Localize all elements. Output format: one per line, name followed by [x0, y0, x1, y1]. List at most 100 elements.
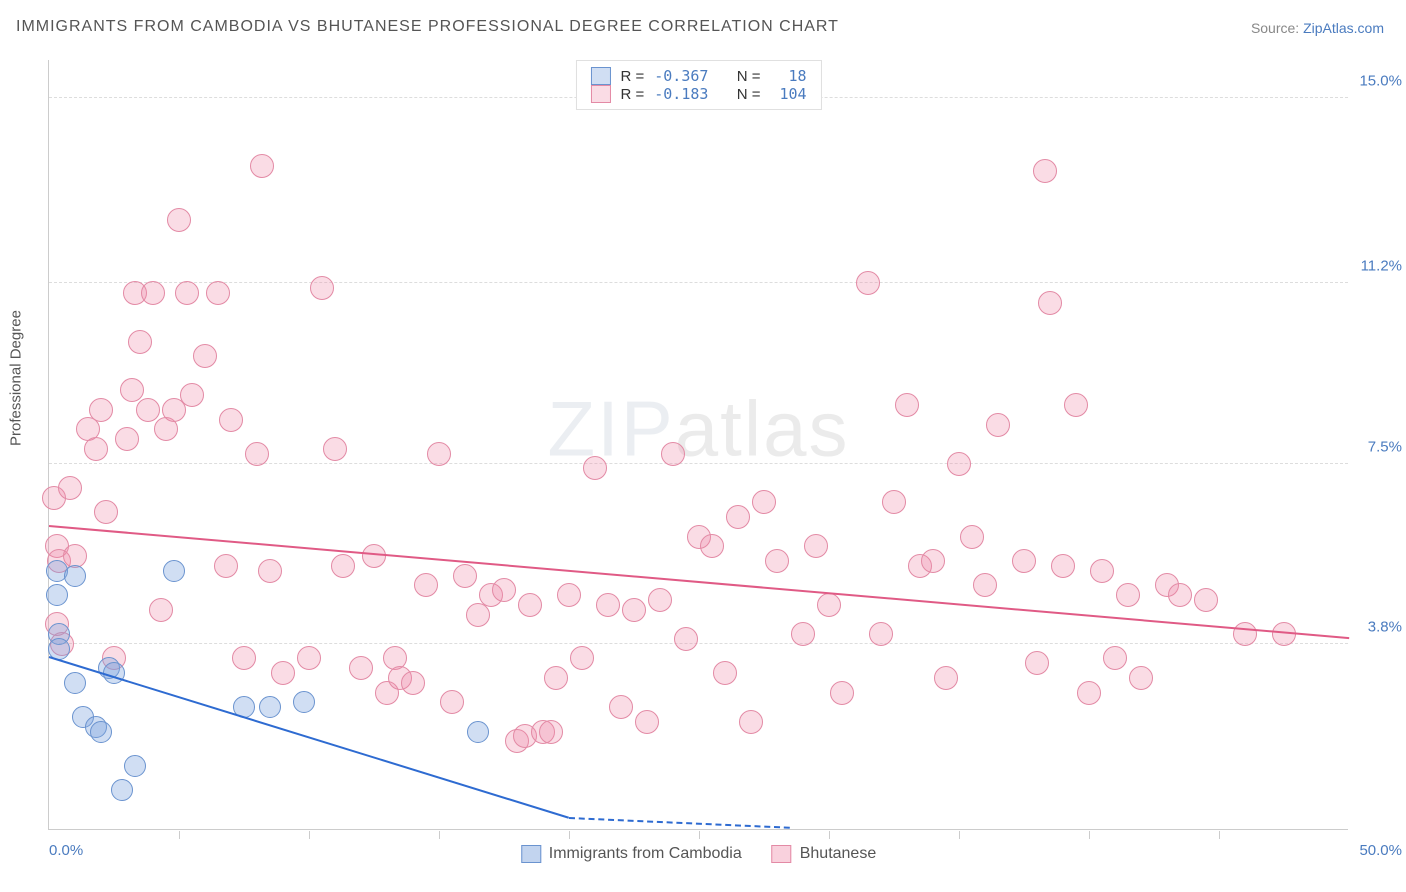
- swatch-cambodia: [590, 67, 610, 85]
- x-axis-origin-label: 0.0%: [49, 842, 83, 859]
- data-point-bhutanese: [193, 344, 217, 368]
- data-point-bhutanese: [1116, 583, 1140, 607]
- data-point-bhutanese: [544, 666, 568, 690]
- data-point-bhutanese: [895, 393, 919, 417]
- data-point-bhutanese: [539, 720, 563, 744]
- watermark-atlas: atlas: [675, 385, 850, 473]
- data-point-bhutanese: [609, 695, 633, 719]
- data-point-bhutanese: [1129, 666, 1153, 690]
- data-point-bhutanese: [986, 413, 1010, 437]
- data-point-bhutanese: [414, 573, 438, 597]
- y-axis-label: Professional Degree: [8, 310, 25, 446]
- data-point-bhutanese: [214, 554, 238, 578]
- data-point-cambodia: [90, 721, 112, 743]
- source-prefix: Source:: [1251, 20, 1303, 36]
- data-point-bhutanese: [310, 276, 334, 300]
- x-tick: [439, 831, 440, 839]
- data-point-bhutanese: [136, 398, 160, 422]
- data-point-bhutanese: [128, 330, 152, 354]
- n-label: N =: [737, 86, 761, 103]
- data-point-bhutanese: [856, 271, 880, 295]
- data-point-bhutanese: [726, 505, 750, 529]
- y-tick-label: 11.2%: [1361, 258, 1402, 275]
- data-point-bhutanese: [570, 646, 594, 670]
- data-point-bhutanese: [167, 208, 191, 232]
- data-point-bhutanese: [1103, 646, 1127, 670]
- data-point-bhutanese: [323, 437, 347, 461]
- data-point-bhutanese: [934, 666, 958, 690]
- n-value-bhutanese: 104: [771, 85, 807, 103]
- data-point-bhutanese: [271, 661, 295, 685]
- data-point-bhutanese: [492, 578, 516, 602]
- legend-row-bhutanese: R = -0.183 N = 104: [590, 85, 806, 103]
- chart-title: IMMIGRANTS FROM CAMBODIA VS BHUTANESE PR…: [16, 18, 839, 36]
- r-label: R =: [620, 86, 644, 103]
- data-point-bhutanese: [1168, 583, 1192, 607]
- x-tick: [829, 831, 830, 839]
- data-point-bhutanese: [739, 710, 763, 734]
- data-point-bhutanese: [1012, 549, 1036, 573]
- data-point-bhutanese: [700, 534, 724, 558]
- data-point-bhutanese: [583, 456, 607, 480]
- data-point-bhutanese: [349, 656, 373, 680]
- x-tick: [1219, 831, 1220, 839]
- swatch-cambodia: [521, 845, 541, 863]
- legend-item-bhutanese: Bhutanese: [772, 845, 877, 863]
- data-point-bhutanese: [206, 281, 230, 305]
- gridline: [49, 463, 1348, 464]
- data-point-bhutanese: [648, 588, 672, 612]
- data-point-bhutanese: [960, 525, 984, 549]
- data-point-bhutanese: [175, 281, 199, 305]
- data-point-bhutanese: [1233, 622, 1257, 646]
- legend-label-bhutanese: Bhutanese: [800, 845, 877, 863]
- legend-item-cambodia: Immigrants from Cambodia: [521, 845, 742, 863]
- data-point-bhutanese: [869, 622, 893, 646]
- data-point-cambodia: [124, 755, 146, 777]
- data-point-bhutanese: [58, 476, 82, 500]
- data-point-bhutanese: [453, 564, 477, 588]
- data-point-bhutanese: [427, 442, 451, 466]
- data-point-bhutanese: [1090, 559, 1114, 583]
- x-tick: [1089, 831, 1090, 839]
- watermark-zip: ZIP: [547, 385, 674, 473]
- data-point-cambodia: [64, 565, 86, 587]
- data-point-bhutanese: [622, 598, 646, 622]
- data-point-bhutanese: [661, 442, 685, 466]
- data-point-bhutanese: [89, 398, 113, 422]
- data-point-bhutanese: [1064, 393, 1088, 417]
- data-point-bhutanese: [149, 598, 173, 622]
- n-label: N =: [737, 68, 761, 85]
- gridline: [49, 643, 1348, 644]
- data-point-bhutanese: [921, 549, 945, 573]
- data-point-bhutanese: [180, 383, 204, 407]
- data-point-bhutanese: [232, 646, 256, 670]
- series-legend: Immigrants from Cambodia Bhutanese: [521, 845, 876, 863]
- data-point-cambodia: [46, 584, 68, 606]
- swatch-bhutanese: [590, 85, 610, 103]
- source-link[interactable]: ZipAtlas.com: [1303, 20, 1384, 36]
- data-point-bhutanese: [94, 500, 118, 524]
- data-point-bhutanese: [297, 646, 321, 670]
- data-point-bhutanese: [245, 442, 269, 466]
- data-point-bhutanese: [830, 681, 854, 705]
- n-value-cambodia: 18: [771, 67, 807, 85]
- data-point-bhutanese: [1025, 651, 1049, 675]
- data-point-bhutanese: [1077, 681, 1101, 705]
- data-point-bhutanese: [791, 622, 815, 646]
- x-tick: [309, 831, 310, 839]
- gridline: [49, 282, 1348, 283]
- data-point-bhutanese: [331, 554, 355, 578]
- y-tick-label: 7.5%: [1368, 438, 1402, 455]
- data-point-bhutanese: [1051, 554, 1075, 578]
- data-point-bhutanese: [258, 559, 282, 583]
- r-label: R =: [620, 68, 644, 85]
- data-point-bhutanese: [250, 154, 274, 178]
- data-point-bhutanese: [674, 627, 698, 651]
- r-value-cambodia: -0.367: [654, 67, 708, 85]
- data-point-bhutanese: [947, 452, 971, 476]
- data-point-bhutanese: [765, 549, 789, 573]
- data-point-bhutanese: [518, 593, 542, 617]
- x-axis-max-label: 50.0%: [1359, 842, 1402, 859]
- y-tick-label: 3.8%: [1368, 618, 1402, 635]
- data-point-cambodia: [467, 721, 489, 743]
